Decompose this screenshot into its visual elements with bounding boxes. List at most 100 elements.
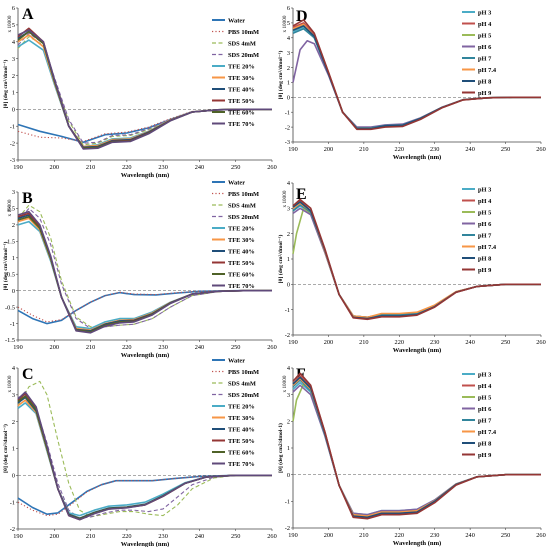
- y-tick-label: 3: [287, 392, 290, 399]
- series-line: [292, 377, 541, 517]
- legend: pH 3 pH 4 pH 5 pH 6 pH 7 pH 7.4 pH 8 pH 9: [462, 371, 497, 459]
- legend-label: TFE 20%: [228, 403, 255, 410]
- y-tick-label: 3: [12, 392, 15, 399]
- legend-label: TFE 40%: [228, 426, 255, 433]
- panel-label: C: [22, 366, 34, 383]
- series-line: [17, 207, 272, 330]
- legend-label: pH 7.4: [478, 67, 497, 74]
- x-tick-label: 200: [50, 533, 59, 540]
- x-axis-label: Wavelength (nm): [121, 172, 170, 179]
- series-line: [292, 379, 541, 517]
- x-axis-label: Wavelength (nm): [393, 347, 442, 354]
- panel-label: E: [296, 186, 307, 203]
- scale-multiplier-label: x 10000: [282, 190, 288, 207]
- series-line: [17, 474, 272, 516]
- series-line: [292, 19, 541, 131]
- series-line: [292, 39, 541, 128]
- y-tick-label: 3: [287, 206, 290, 213]
- panel-B: -1.5 -1 -0.5 0 0.5 1 1.5 2 2.5 3 190 200 210 220 230 24…: [2, 179, 277, 359]
- series-line: [292, 372, 541, 520]
- legend-label: pH 9: [478, 452, 491, 459]
- y-tick-label: -0.5: [5, 304, 15, 311]
- series-line: [17, 204, 272, 328]
- x-tick-label: 190: [288, 532, 297, 539]
- y-tick-label: 0: [12, 288, 15, 295]
- y-axis-label: [θ] (deg cm²/dmol⁻¹): [2, 60, 9, 109]
- x-tick-label: 220: [395, 146, 404, 153]
- series-line: [17, 380, 272, 518]
- legend-label: SDS 4mM: [228, 40, 256, 47]
- y-tick-label: 2: [12, 419, 15, 426]
- x-tick-label: 250: [501, 532, 510, 539]
- x-tick-label: 190: [13, 533, 22, 540]
- legend-label: pH 9: [478, 267, 491, 274]
- series-line: [17, 290, 272, 323]
- series-line: [292, 201, 541, 320]
- panel-D: -3 -2 -1 0 1 2 3 4 5 6 190 200 210 220 230 240 250 260 Wav…: [277, 5, 546, 161]
- legend-label: pH 3: [478, 186, 491, 193]
- series-line: [292, 202, 541, 319]
- x-tick-label: 210: [86, 533, 95, 540]
- series-line: [17, 29, 272, 150]
- legend-label: pH 7.4: [478, 429, 497, 436]
- legend-label: SDS 20mM: [228, 52, 259, 59]
- legend-label: pH 5: [478, 32, 491, 39]
- y-tick-label: 3: [12, 189, 15, 196]
- y-axis-label: [θ] (deg cm²/dmol⁻¹): [277, 235, 284, 284]
- y-tick-label: 4: [12, 365, 16, 372]
- legend-label: TFE 40%: [228, 248, 255, 255]
- y-tick-label: -2: [285, 332, 290, 339]
- x-tick-label: 240: [465, 146, 474, 153]
- x-tick-label: 210: [86, 164, 95, 171]
- legend-label: pH 9: [478, 90, 491, 97]
- y-tick-label: -1: [285, 499, 290, 506]
- y-axis-label: [θ] (deg cm²/dmol⁻¹): [277, 51, 284, 100]
- series-line: [292, 381, 541, 516]
- y-tick-label: 0: [287, 95, 290, 102]
- y-tick-label: -3: [10, 157, 15, 164]
- series-line: [292, 198, 541, 321]
- y-tick-label: 5: [287, 20, 290, 27]
- legend-label: TFE 30%: [228, 415, 255, 422]
- y-axis-label: [θ] (deg cm2/dmol-1): [277, 423, 284, 473]
- y-tick-label: 3: [12, 56, 15, 63]
- y-tick-label: 1: [287, 445, 290, 452]
- y-tick-label: 2: [287, 65, 290, 72]
- x-tick-label: 230: [158, 533, 167, 540]
- x-axis-label: Wavelength (nm): [393, 154, 442, 161]
- legend-label: pH 5: [478, 394, 491, 401]
- series-line: [17, 36, 272, 146]
- legend-label: PBS 10mM: [228, 369, 259, 376]
- y-tick-label: 2: [12, 73, 15, 80]
- legend-label: TFE 20%: [228, 225, 255, 232]
- legend-label: pH 8: [478, 255, 491, 262]
- legend-label: TFE 50%: [228, 260, 255, 267]
- x-tick-label: 210: [86, 344, 95, 351]
- y-tick-label: -1: [285, 307, 290, 314]
- y-tick-label: 1: [12, 90, 15, 97]
- series-line: [17, 392, 272, 521]
- y-tick-label: 1: [287, 256, 290, 263]
- scale-multiplier-label: x 10000: [7, 199, 13, 216]
- legend-label: SDS 4mM: [228, 380, 256, 387]
- legend-label: SDS 4mM: [228, 202, 256, 209]
- legend-label: pH 8: [478, 440, 491, 447]
- scale-multiplier-label: x 10000: [7, 15, 13, 32]
- legend-label: Water: [228, 179, 245, 186]
- x-tick-label: 250: [501, 339, 510, 346]
- legend-label: pH 7: [478, 417, 492, 424]
- legend: Water PBS 10mM SDS 4mM SDS 20mM TFE 20% TFE 3…: [212, 179, 259, 290]
- legend-label: pH 6: [478, 221, 492, 228]
- panel-C: -2 -1 0 1 2 3 4 190 200 210 220 230 240 250 260 Wavelen…: [2, 357, 277, 547]
- x-tick-label: 230: [158, 164, 167, 171]
- y-tick-label: 0: [12, 107, 15, 114]
- x-axis-label: Wavelength (nm): [393, 540, 442, 547]
- x-tick-label: 260: [536, 339, 545, 346]
- legend: pH 3 pH 4 pH 5 pH 6 pH 7 pH 7.4 pH 8 pH 9: [462, 9, 497, 97]
- legend-label: SDS 20mM: [228, 392, 259, 399]
- panel-F: -2 -1 0 1 2 3 4 190 200 210 220 230 240 250 260 Wavelen…: [277, 365, 546, 547]
- x-axis-label: Wavelength (nm): [121, 352, 170, 359]
- panel-label: A: [22, 6, 34, 23]
- legend-label: pH 6: [478, 44, 492, 51]
- x-tick-label: 210: [359, 146, 368, 153]
